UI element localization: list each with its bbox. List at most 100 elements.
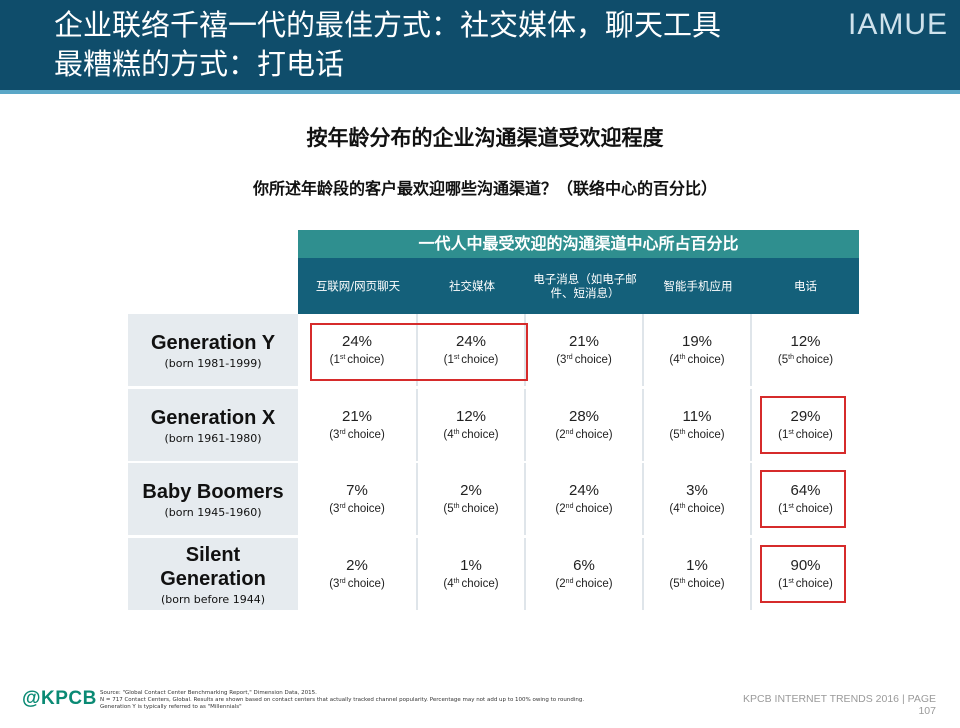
rank-ordinal-suffix: th	[679, 354, 686, 361]
highlight-box	[310, 323, 528, 381]
percentage-value: 2%	[346, 557, 368, 574]
value-cell: 12% (4th choice)	[418, 389, 524, 461]
choice-rank: (5th choice)	[669, 429, 725, 441]
choice-word: choice	[687, 354, 721, 366]
rank-ordinal-suffix: nd	[565, 578, 574, 585]
rank-number: 5	[447, 503, 454, 515]
value-cell: 24% (1st choice)	[298, 314, 416, 386]
choice-rank: (1st choice)	[778, 503, 833, 515]
rank-number: 4	[673, 354, 680, 366]
value-cell: 2% (3rd choice)	[298, 538, 416, 610]
choice-rank: (4th choice)	[443, 578, 499, 590]
generation-label-cell: Baby Boomers (born 1945-1960)	[128, 463, 298, 535]
percentage-value: 11%	[682, 408, 712, 425]
page-number: 107	[918, 705, 936, 717]
rank-number: 4	[447, 429, 454, 441]
source-note: Source: "Global Contact Center Benchmark…	[100, 690, 620, 711]
generation-birth-range: (born 1945-1960)	[164, 505, 262, 519]
highlight-box	[760, 545, 846, 603]
choice-word: choice	[347, 429, 381, 441]
percentage-value: 24%	[341, 333, 373, 350]
generation-name: Generation X	[150, 406, 276, 429]
column-header-phone: 电话	[794, 279, 817, 293]
choice-word: choice	[575, 429, 609, 441]
header-bar: 企业联络千禧一代的最佳方式：社交媒体，聊天工具 最糟糕的方式：打电话 IAMUE	[0, 0, 960, 90]
choice-word: choice	[461, 429, 495, 441]
value-cell: 24% (2nd choice)	[526, 463, 642, 535]
rank-ordinal-suffix: st	[788, 429, 794, 436]
generation-label-cell: Generation X (born 1961-1980)	[128, 389, 298, 461]
value-cell: 3% (4th choice)	[644, 463, 750, 535]
highlight-box	[760, 396, 846, 454]
percentage-value: 3%	[686, 482, 708, 499]
rank-ordinal-suffix: nd	[565, 503, 574, 510]
rank-number: 3	[333, 503, 340, 515]
choice-rank: (3rd choice)	[556, 354, 612, 366]
choice-word: choice	[347, 354, 381, 366]
rank-number: 5	[673, 429, 680, 441]
rank-ordinal-suffix: rd	[339, 578, 346, 585]
choice-word: choice	[796, 354, 830, 366]
percentage-value: 21%	[341, 408, 373, 425]
generation-name: Generation Y	[150, 331, 276, 354]
rank-number: 2	[559, 503, 566, 515]
rank-number: 4	[447, 578, 454, 590]
rank-ordinal-suffix: th	[453, 503, 460, 510]
choice-rank: (5th choice)	[777, 354, 834, 366]
value-cell: 19% (4th choice)	[644, 314, 750, 386]
value-cell: 21% (3rd choice)	[526, 314, 642, 386]
rank-ordinal-suffix: th	[788, 354, 794, 361]
rank-number: 5	[781, 354, 789, 366]
choice-word: choice	[347, 503, 381, 515]
value-cell: 24% (1st choice)	[418, 314, 524, 386]
slide-title: 企业联络千禧一代的最佳方式：社交媒体，聊天工具 最糟糕的方式：打电话	[54, 6, 814, 84]
choice-word: choice	[347, 578, 381, 590]
table-row: Silent Generation (born before 1944) 2% (3r…	[128, 538, 859, 610]
value-cell: 2% (5th choice)	[418, 463, 524, 535]
generation-birth-range: (born 1981-1999)	[164, 356, 262, 370]
choice-rank: (5th choice)	[443, 503, 499, 515]
percentage-value: 28%	[568, 408, 600, 425]
table-row: Generation Y (born 1981-1999) 24% (1st choic…	[128, 314, 859, 386]
choice-rank: (4th choice)	[669, 354, 725, 366]
percentage-value: 12%	[455, 408, 487, 425]
table-row: Baby Boomers (born 1945-1960) 7% (3rd choice…	[128, 463, 859, 535]
value-cell: 64% (1st choice)	[752, 463, 859, 535]
percentage-value: 6%	[573, 557, 595, 574]
value-cell: 21% (3rd choice)	[298, 389, 416, 461]
source-line: Generation Y is typically referred to as…	[100, 704, 242, 710]
generation-name: Silent Generation	[160, 543, 266, 590]
value-cell: 29% (1st choice)	[752, 389, 859, 461]
rank-number: 4	[673, 503, 680, 515]
column-header-web-chat: 互联网/网页聊天	[315, 279, 401, 293]
value-cell: 1% (4th choice)	[418, 538, 524, 610]
percentage-value: 64%	[790, 482, 821, 499]
rank-ordinal-suffix: th	[453, 429, 460, 436]
column-header-row: 互联网/网页聊天 社交媒体 电子消息（如电子邮件、短消息） 智能手机应用 电话	[298, 258, 859, 314]
choice-rank: (4th choice)	[443, 429, 499, 441]
rank-ordinal-suffix: nd	[565, 429, 574, 436]
choice-word: choice	[687, 503, 721, 515]
column-header-smartphone-app: 智能手机应用	[663, 279, 733, 293]
page-label: PAGE	[907, 693, 936, 705]
footer-separator: |	[901, 693, 905, 705]
percentage-value: 90%	[790, 557, 821, 574]
rank-ordinal-suffix: th	[453, 578, 460, 585]
choice-word: choice	[461, 503, 495, 515]
rank-ordinal-suffix: rd	[339, 429, 346, 436]
rank-ordinal-suffix: th	[679, 429, 686, 436]
rank-number: 3	[333, 578, 340, 590]
rank-number: 1	[447, 354, 454, 366]
choice-word: choice	[795, 503, 830, 515]
choice-word: choice	[687, 578, 721, 590]
rank-ordinal-suffix: th	[679, 503, 686, 510]
rank-number: 1	[781, 503, 789, 515]
generation-birth-range: (born before 1944)	[161, 592, 265, 606]
choice-word: choice	[574, 354, 608, 366]
rank-ordinal-suffix: st	[339, 354, 346, 361]
value-cell: 1% (5th choice)	[644, 538, 750, 610]
choice-rank: (2nd choice)	[555, 429, 613, 441]
choice-rank: (3rd choice)	[329, 503, 385, 515]
choice-word: choice	[461, 354, 495, 366]
choice-word: choice	[461, 578, 495, 590]
